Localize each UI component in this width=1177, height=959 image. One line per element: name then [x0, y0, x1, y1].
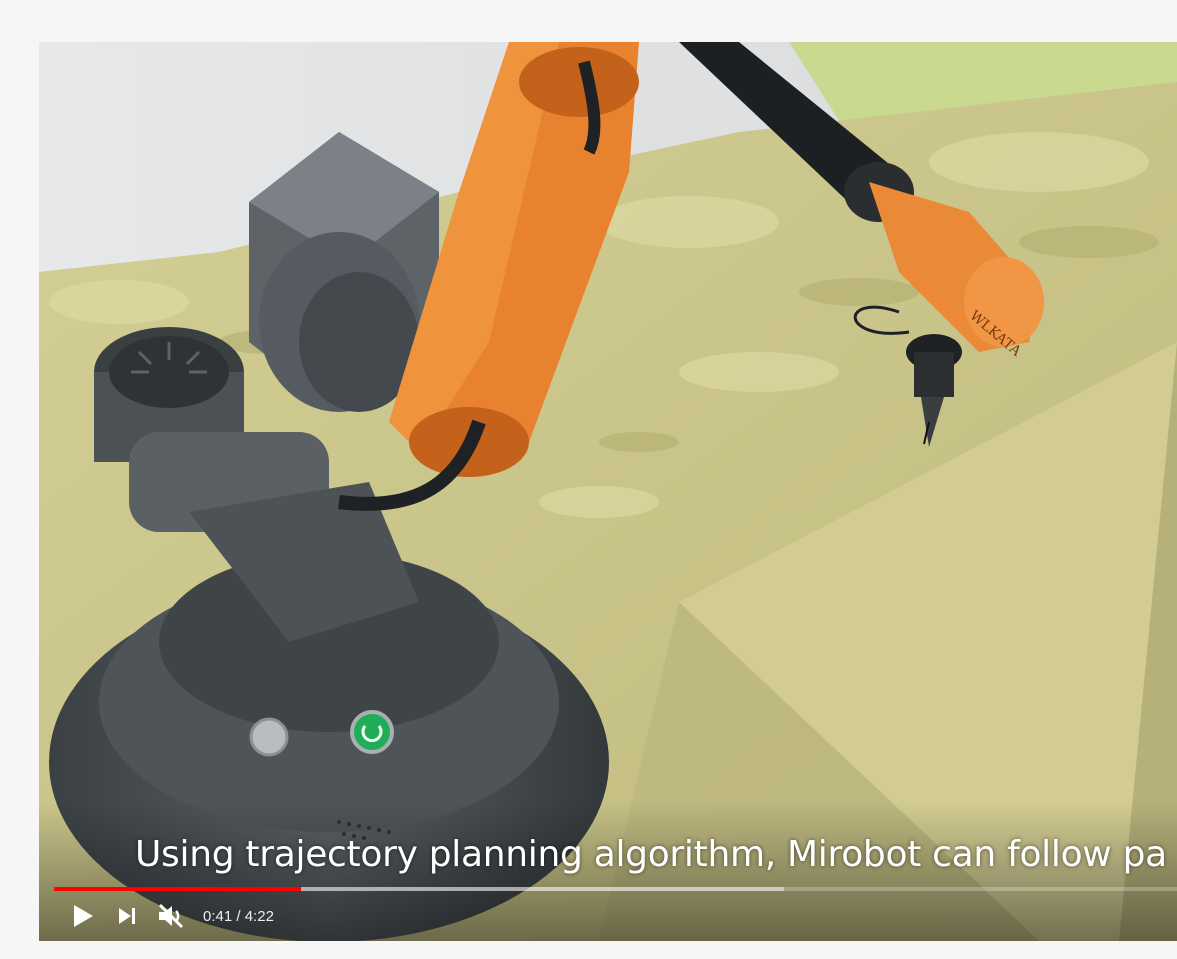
subtitle-caption: Using trajectory planning algorithm, Mir…: [135, 834, 1167, 875]
current-time: 0:41: [203, 907, 233, 925]
controls-gradient: [39, 801, 1177, 941]
progress-bar[interactable]: [54, 887, 1177, 891]
duration: 4:22: [244, 907, 274, 925]
play-icon: [74, 905, 93, 927]
progress-played: [54, 887, 302, 891]
play-button[interactable]: [65, 900, 101, 932]
mute-button[interactable]: [153, 900, 189, 932]
player-controls: 0:41 / 4:22: [65, 900, 274, 932]
volume-muted-icon: [158, 903, 184, 929]
time-separator: /: [232, 907, 245, 925]
video-frame[interactable]: WLKATA: [39, 42, 1177, 941]
time-display: 0:41 / 4:22: [203, 908, 274, 925]
next-button[interactable]: [109, 900, 145, 932]
progress-buffered: [54, 887, 784, 891]
next-icon: [119, 908, 135, 924]
video-player[interactable]: WLKATA Using trajectory planning algorit…: [39, 42, 1177, 941]
